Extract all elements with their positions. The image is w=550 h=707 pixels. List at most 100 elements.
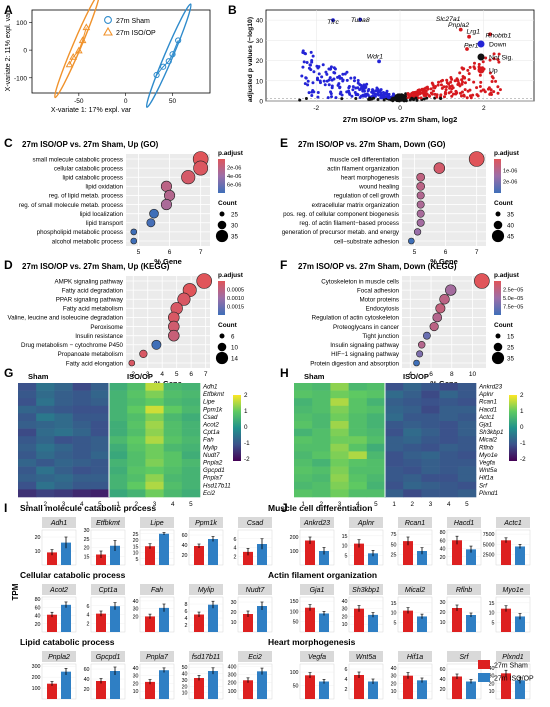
- data-point: [459, 94, 463, 98]
- gene-label: Myo1e: [502, 587, 523, 594]
- color-tick-label: 0.0005: [227, 288, 244, 294]
- data-point: [456, 78, 460, 82]
- heatmap-cell: [72, 405, 92, 414]
- x-tick-label: 50: [169, 98, 177, 105]
- bar: [305, 675, 315, 699]
- column-label: 5: [374, 501, 378, 508]
- data-point: [337, 82, 341, 86]
- heatmap-cell: [330, 443, 349, 452]
- heatmap-cell: [348, 428, 368, 437]
- column-label: 5: [98, 501, 102, 508]
- gene-label: Tfrc: [327, 19, 339, 26]
- row-label: Lipe: [203, 399, 215, 406]
- color-scale: [494, 281, 501, 315]
- data-point: [492, 57, 496, 61]
- y-tick-label: 4: [345, 677, 348, 683]
- heatmap-cell: [403, 383, 422, 391]
- y-tick-label: 30: [391, 674, 397, 680]
- y-tick-label: 20: [133, 538, 139, 544]
- heatmap-cell: [145, 428, 164, 437]
- data-point: [435, 95, 439, 99]
- category-label: extracellular matrix organization: [312, 202, 400, 209]
- heatmap-cell: [421, 428, 440, 437]
- data-point: [307, 66, 311, 70]
- column-label: 4: [447, 501, 451, 508]
- data-point: [497, 60, 501, 64]
- heatmap-cell: [109, 421, 128, 429]
- facet-strip: [300, 584, 334, 595]
- legend-title: Count: [494, 322, 514, 329]
- data-point: [350, 94, 354, 98]
- heatmap-cell: [421, 398, 440, 407]
- color-tick-label: 2.5e−05: [503, 288, 523, 294]
- category-label: Fatty acid elongation: [66, 360, 124, 367]
- data-point: [498, 88, 502, 92]
- y-tick-label: 100: [228, 689, 237, 695]
- legend-title: p.adjust: [494, 150, 520, 157]
- data-point: [441, 78, 445, 82]
- bar: [159, 670, 169, 699]
- y-tick-label: 50: [391, 542, 397, 548]
- row-label: Sh3kbp1: [479, 429, 503, 436]
- heatmap-cell: [366, 421, 386, 429]
- heatmap-cell: [294, 481, 313, 490]
- heatmap-cell: [54, 481, 73, 490]
- heatmap-cell: [348, 383, 368, 391]
- legend-label: 27m Sham: [116, 18, 150, 25]
- bar: [466, 615, 476, 632]
- data-point: [478, 73, 482, 77]
- heatmap-cell: [421, 481, 440, 490]
- category-label: pos. reg. of cellular component biogenes…: [283, 211, 399, 218]
- dot: [474, 273, 490, 289]
- heatmap-cell: [127, 436, 146, 445]
- heatmap-cell: [181, 451, 201, 460]
- heatmap-cell: [294, 421, 313, 429]
- heatmap-cell: [163, 459, 183, 467]
- heatmap-cell: [18, 436, 37, 445]
- heatmap-cell: [181, 383, 201, 391]
- panel-g: G Sham ISO/OP Adh1EtfbkmtLipePpm1kCsadAcot2…: [4, 366, 250, 508]
- dot: [181, 170, 196, 185]
- x-tick-label: 6: [189, 371, 193, 378]
- y-tick-label: 20: [35, 622, 41, 628]
- category-label: cellular catabolic process: [54, 165, 123, 172]
- column-label: 1: [301, 501, 305, 508]
- gene-label: Adh1: [50, 520, 67, 527]
- data-point: [445, 78, 449, 82]
- bar: [194, 546, 204, 565]
- y-tick-label: 10: [231, 620, 237, 626]
- heatmap-cell: [403, 451, 422, 460]
- data-point: [354, 93, 358, 97]
- data-point: [444, 92, 448, 96]
- heatmap-cell: [90, 451, 110, 460]
- dot: [139, 349, 148, 359]
- gene-label: Vegfa: [308, 654, 326, 661]
- facet-strip: [349, 584, 383, 595]
- heatmap-cell: [439, 421, 459, 429]
- heatmap-cell: [72, 443, 92, 452]
- heatmap-cell: [145, 489, 164, 498]
- heatmap-cell: [457, 443, 477, 452]
- y-tick-label: 200: [290, 535, 299, 541]
- column-label: 4: [80, 501, 84, 508]
- data-point: [406, 92, 410, 96]
- heatmap-cell: [181, 398, 201, 407]
- y-tick-label: 40: [342, 599, 348, 605]
- facet-strip: [91, 651, 125, 662]
- data-point: [475, 86, 479, 90]
- x-tick-label: 7: [475, 249, 479, 256]
- color-tick-label: 1: [520, 408, 524, 415]
- heatmap-cell: [439, 383, 459, 391]
- category-label: Focal adhesion: [357, 287, 400, 294]
- heatmap-cell: [54, 398, 73, 407]
- y-tick-label: 40: [489, 666, 495, 672]
- data-point: [416, 92, 420, 96]
- bar: [319, 613, 329, 632]
- heatmap-cell: [181, 489, 201, 498]
- heatmap-cell: [294, 459, 313, 467]
- dot: [408, 237, 415, 245]
- data-point: [404, 92, 408, 96]
- legend-title: Count: [218, 322, 238, 329]
- heatmap-cell: [90, 405, 110, 414]
- row-label: Csad: [203, 414, 218, 421]
